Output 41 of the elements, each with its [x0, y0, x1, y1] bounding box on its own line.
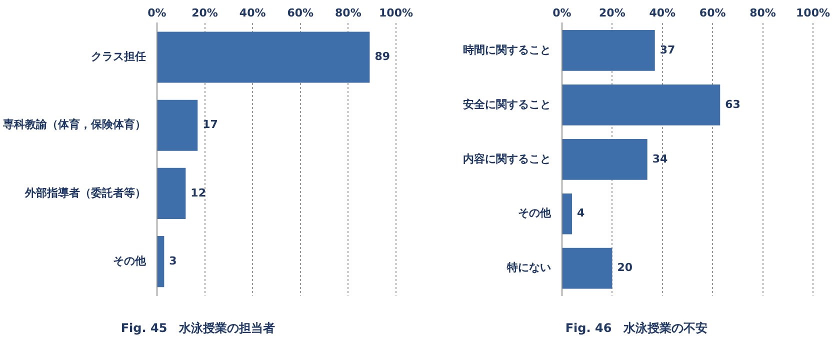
x-tick-label: 0%: [148, 6, 166, 20]
x-tick-label: 20%: [599, 6, 626, 20]
data-label: 12: [190, 186, 206, 200]
x-tick-label: 40%: [239, 6, 266, 20]
bar: [562, 84, 720, 126]
data-label: 63: [725, 98, 740, 111]
bar: [562, 193, 572, 234]
x-tick-label: 80%: [335, 6, 362, 20]
x-tick-label: 100%: [796, 6, 830, 20]
y-tick-label: 内容に関すること: [463, 152, 551, 166]
y-tick-label: 特にない: [506, 261, 551, 274]
data-label: 3: [169, 254, 177, 268]
bar: [158, 32, 370, 83]
data-label: 4: [577, 206, 586, 220]
data-label: 34: [652, 152, 668, 166]
y-tick-label: 安全に関すること: [463, 98, 551, 111]
y-tick-label: クラス担任: [91, 50, 146, 64]
data-label: 17: [202, 118, 218, 132]
y-tick-label: その他: [113, 254, 147, 268]
text: Fig. 45 水泳授業の担当者: [120, 320, 276, 335]
y-tick-label: 専科教諭（体育，保険体育）: [2, 118, 146, 132]
bar: [562, 138, 648, 180]
data-label: 37: [660, 43, 676, 56]
x-tick-label: 60%: [699, 6, 726, 20]
x-tick-label: 40%: [649, 6, 676, 20]
x-tick-label: 100%: [379, 6, 413, 20]
data-label: 89: [374, 50, 390, 64]
y-tick-label: 時間に関すること: [463, 43, 551, 56]
bar: [562, 248, 612, 289]
bar: [158, 236, 164, 288]
bar: [158, 100, 198, 151]
x-tick-label: 60%: [287, 6, 314, 20]
bar: [158, 168, 186, 219]
y-tick-label: 外部指導者（委託者等）: [24, 186, 146, 200]
text: Fig. 46 水泳授業の不安: [565, 320, 708, 335]
x-tick-label: 20%: [192, 6, 218, 20]
y-tick-label: その他: [518, 206, 552, 220]
x-tick-label: 0%: [552, 6, 572, 20]
x-tick-label: 80%: [750, 6, 776, 20]
data-label: 20: [617, 261, 633, 274]
bar: [562, 30, 655, 71]
